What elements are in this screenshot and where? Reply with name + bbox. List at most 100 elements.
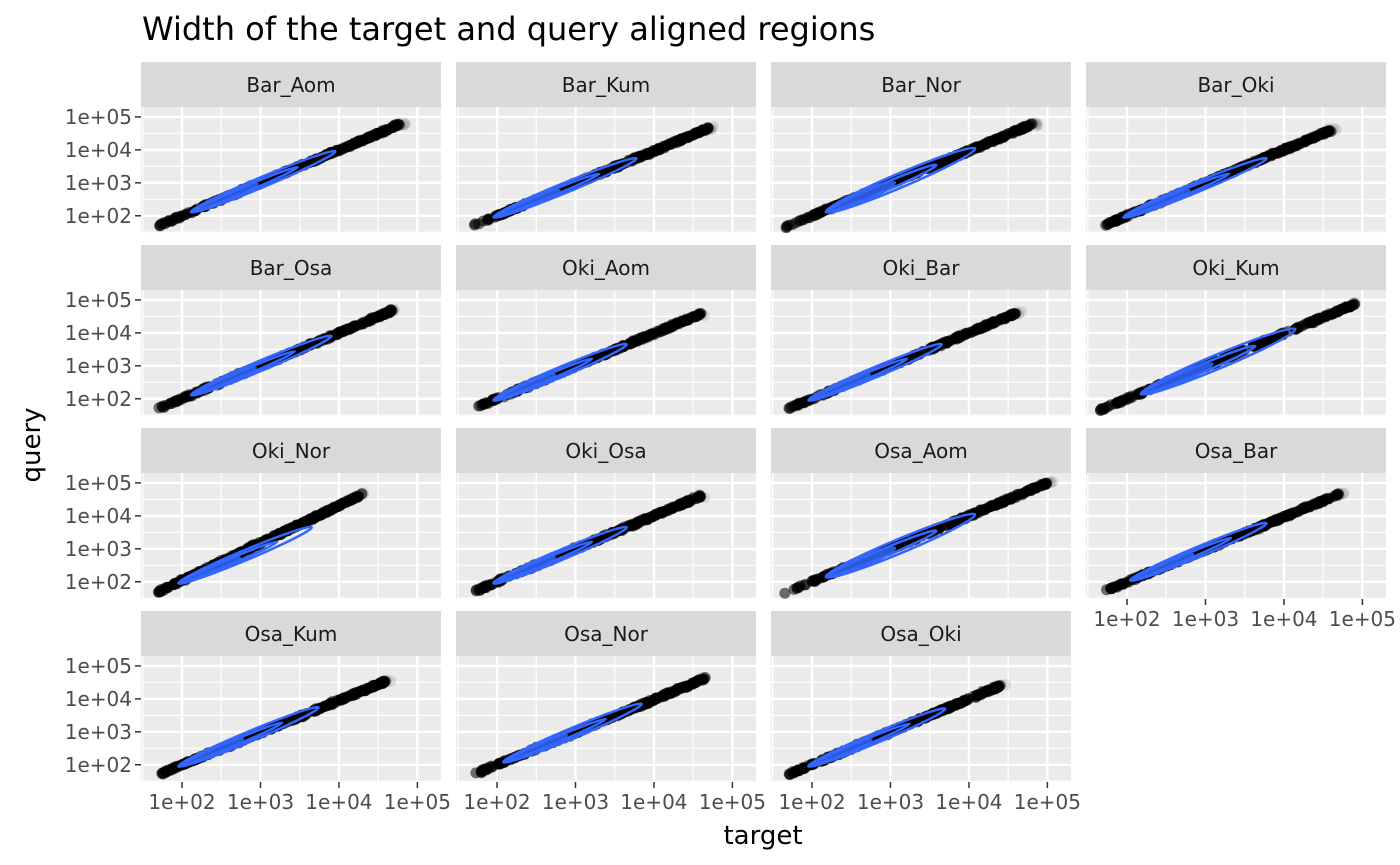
density-contours — [492, 156, 638, 219]
density-core — [812, 373, 872, 400]
density-contour — [189, 334, 333, 397]
scatter-point — [1322, 493, 1334, 505]
x-tick-label: 1e+03 — [857, 790, 924, 814]
x-tick-label: 1e+03 — [227, 790, 294, 814]
scatter-point — [697, 674, 709, 686]
scatter-point — [985, 318, 997, 330]
density-core — [195, 366, 257, 394]
scatter-point — [954, 331, 966, 343]
scatter-point — [675, 682, 687, 694]
chart-title: Width of the target and query aligned re… — [142, 10, 875, 48]
density-contours — [824, 146, 977, 214]
scatter-point — [705, 124, 717, 136]
scatter-point — [350, 687, 362, 699]
scatter-point — [1292, 506, 1304, 517]
facet-strip-label: Oki_Osa — [565, 439, 646, 463]
y-axis-title: query — [17, 407, 47, 482]
y-tick-label: 1e+03 — [65, 537, 132, 561]
density-contours — [501, 702, 644, 764]
scatter-point — [937, 156, 949, 168]
density-contour — [1128, 521, 1268, 583]
density-core — [497, 188, 561, 217]
density-core — [1127, 188, 1191, 217]
scatter-point — [1023, 119, 1035, 131]
scatter-point — [322, 504, 334, 516]
x-tick-label: 1e+04 — [620, 790, 687, 814]
facet-strip-label: Bar_Aom — [246, 73, 335, 97]
scatter-point — [990, 681, 1002, 693]
scatter-point — [991, 679, 1003, 691]
density-contour — [177, 525, 314, 585]
scatter-point — [705, 123, 717, 135]
density-contours — [807, 342, 944, 402]
scatter-point — [1029, 482, 1041, 494]
density-contours — [492, 342, 629, 402]
scatter-point — [628, 336, 640, 348]
scatter-point — [386, 304, 398, 316]
facet-strip-label: Oki_Bar — [882, 256, 960, 280]
scatter-point — [1348, 297, 1360, 309]
y-tick-label: 1e+05 — [65, 471, 132, 495]
scatter-point — [652, 143, 664, 155]
scatter-point — [650, 692, 661, 704]
gridlines — [771, 290, 1071, 416]
scatter-point — [358, 489, 370, 501]
scatter-point — [693, 126, 705, 138]
facet-strip-label: Bar_Nor — [881, 73, 961, 97]
density-contour — [501, 702, 644, 764]
facet-panel-osa-kum: Osa_Kum 1e+02 1e+03 1e+04 1e+05 1e+02 1e+03 1e+… — [65, 611, 451, 814]
x-tick-label: 1e+05 — [699, 790, 766, 814]
scatter-point — [1011, 306, 1023, 318]
scatter-point — [348, 320, 360, 332]
scatter-point — [698, 309, 710, 321]
y-tick-label: 1e+03 — [65, 171, 132, 195]
scatter-point — [1319, 128, 1330, 140]
scatter-point — [794, 580, 806, 592]
scatter-point — [1290, 140, 1302, 152]
facet-panel-oki-aom: Oki_Aom — [456, 245, 756, 416]
scatter-point — [1333, 488, 1344, 500]
facet-panel-osa-nor: Osa_Nor 1e+02 1e+03 1e+04 1e+05 — [456, 611, 766, 814]
scatter-point — [972, 690, 984, 702]
scatter-point — [1007, 308, 1018, 320]
facet-strip-label: Bar_Osa — [250, 256, 333, 280]
facet-strip-label: Oki_Nor — [252, 439, 331, 463]
facet-panel-oki-bar: Oki_Bar — [771, 245, 1071, 416]
density-core — [830, 546, 897, 577]
facet-strip-label: Oki_Kum — [1192, 256, 1279, 280]
y-tick-label: 1e+05 — [65, 288, 132, 312]
scatter-point — [481, 397, 492, 409]
y-tick-label: 1e+04 — [65, 504, 132, 528]
scatter-point — [1350, 297, 1362, 309]
scatter-point — [165, 764, 177, 776]
scatter-point — [1031, 120, 1043, 132]
density-core — [812, 738, 873, 766]
scatter-point — [693, 309, 705, 321]
scatter-point — [1308, 132, 1319, 144]
facet-panel-osa-bar: Osa_Bar 1e+02 1e+03 1e+04 1e+05 — [1086, 428, 1396, 631]
facet-panel-bar-aom: Bar_Aom 1e+02 1e+03 1e+04 1e+05 — [65, 62, 441, 233]
scatter-point — [945, 700, 957, 712]
scatter-point — [691, 675, 703, 687]
facet-strip — [771, 611, 1071, 656]
scatter-point — [992, 498, 1004, 510]
scatter-point — [479, 763, 491, 775]
scatter-point — [477, 581, 489, 593]
scatter-point — [699, 492, 711, 503]
y-tick-label: 1e+02 — [65, 387, 132, 411]
x-tick-label: 1e+05 — [1014, 790, 1081, 814]
scatter-point — [355, 488, 367, 500]
scatter-point — [969, 324, 981, 336]
scatter-point — [473, 218, 485, 230]
scatter-point — [158, 584, 170, 596]
density-core — [497, 373, 557, 400]
scatter-point — [1100, 402, 1112, 413]
scatter-point — [798, 763, 810, 775]
scatter-point — [1115, 396, 1127, 408]
facet-strip-label: Osa_Aom — [874, 439, 967, 463]
scatter-point — [1348, 297, 1360, 309]
scatter-point — [987, 136, 999, 148]
density-core — [507, 734, 569, 762]
facet-panel-bar-nor: Bar_Nor — [771, 62, 1071, 233]
facet-panel-bar-osa: Bar_Osa 1e+02 1e+03 1e+04 1e+05 — [65, 245, 441, 416]
